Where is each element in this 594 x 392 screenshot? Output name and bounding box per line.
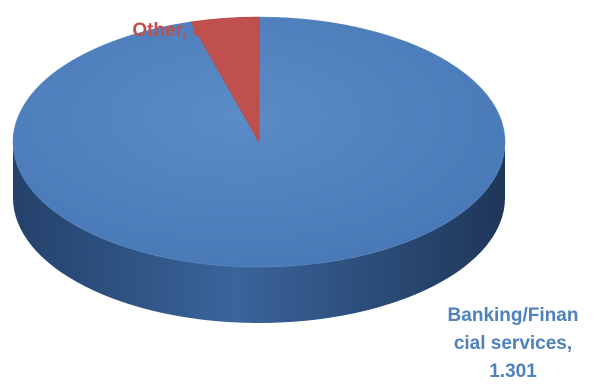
pie-side-walls xyxy=(13,142,505,323)
pie-label-line: cial services, xyxy=(454,333,572,354)
pie-slice-other xyxy=(190,16,260,144)
pie-labels: Banking/Finan cial services, 1.301 Other, 6… xyxy=(132,20,578,382)
pie-label-line: 1.301 xyxy=(489,361,537,382)
pie-label-banking-financial-services: Banking/Finan cial services, 1.301 xyxy=(448,305,579,382)
pie-label-line: Other, 61 xyxy=(132,20,214,41)
pie-label-line: Banking/Finan xyxy=(448,305,579,326)
pie-top-faces xyxy=(12,16,506,268)
pie-side-banking-financial-services xyxy=(13,142,505,323)
pie-label-other: Other, 61 xyxy=(132,20,214,41)
